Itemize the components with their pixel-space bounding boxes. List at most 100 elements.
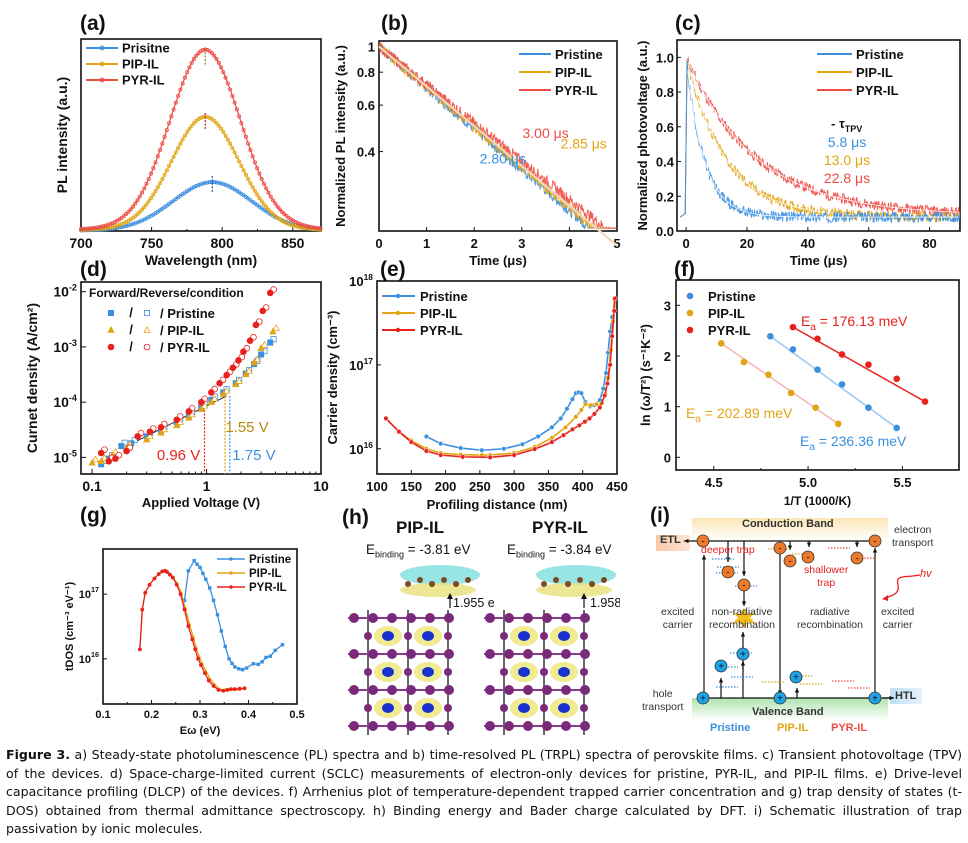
fit-line	[687, 70, 959, 218]
data-point	[558, 415, 564, 421]
data-point	[108, 222, 113, 227]
tick-label: 1	[423, 236, 430, 251]
shallower-trap-label: shallower trap	[804, 564, 848, 590]
data-point	[248, 147, 253, 152]
data-point	[222, 386, 231, 394]
iodine-atom	[404, 632, 412, 640]
data-point	[259, 307, 267, 315]
etl-layer	[656, 535, 690, 551]
data-point	[146, 199, 151, 204]
data-point	[255, 192, 260, 197]
x-axis-label: Wavelength (nm)	[145, 252, 257, 268]
iodine-atom	[444, 685, 454, 695]
data-point	[216, 180, 221, 185]
data-point	[302, 223, 307, 228]
tick-label: 5	[613, 236, 620, 251]
caption-label: Figure 3.	[6, 747, 71, 762]
data-point	[205, 114, 210, 119]
hv-label: hv	[920, 568, 932, 580]
data-point	[144, 181, 149, 186]
data-point	[155, 154, 160, 159]
data-point	[107, 325, 115, 333]
iodine-atom	[504, 613, 514, 623]
data-point	[219, 181, 224, 186]
data-point	[501, 446, 507, 452]
data-point	[252, 160, 257, 165]
electron-sign: -	[873, 537, 876, 548]
legend-label: Pristine	[856, 47, 904, 62]
data-point	[549, 435, 555, 441]
data-point	[182, 75, 187, 80]
x-axis-label: 1/T (1000/K)	[784, 494, 851, 508]
data-point	[237, 159, 242, 164]
iodine-atom	[349, 685, 359, 695]
radiative-label: radiative recombination	[797, 606, 863, 632]
iodine-atom	[485, 685, 495, 695]
data-point	[97, 449, 105, 457]
data-point	[190, 637, 195, 642]
radiative-line1: radiative	[810, 606, 850, 618]
iodine-atom	[444, 649, 454, 659]
data-point	[167, 163, 172, 168]
data-point	[221, 182, 226, 187]
tick-label: 1	[664, 400, 671, 415]
data-point	[180, 137, 185, 142]
data-point	[110, 221, 115, 226]
data-point	[258, 351, 265, 358]
data-point	[313, 225, 318, 230]
y-axis-label: Carrier density (cm⁻³)	[325, 310, 340, 444]
data-point	[203, 180, 208, 185]
tick-label: 1017	[79, 586, 99, 601]
data-point	[269, 327, 277, 335]
data-point	[812, 404, 819, 411]
legend-pristine: Pristine	[710, 722, 751, 734]
threshold-annotation: 1.75 V	[232, 447, 275, 464]
hole-sign: +	[793, 673, 799, 684]
hole-icon	[714, 659, 728, 673]
carbon-atom	[465, 577, 471, 583]
tick-label: 350	[538, 479, 560, 494]
data-point	[318, 226, 323, 231]
tick-label: 0.1	[82, 478, 102, 494]
arrow-head	[684, 538, 689, 544]
plot-frame-b	[378, 40, 618, 232]
cation-density	[558, 667, 570, 677]
data-point	[207, 49, 212, 54]
lifetime-annotation: 3.00 μs	[522, 125, 568, 141]
electron-sign: -	[742, 581, 745, 592]
legend-label: PIP-IL	[555, 65, 592, 80]
arrow-head	[806, 542, 812, 547]
iodine-atom	[561, 613, 571, 623]
series-markers-PIP-IL	[383, 297, 617, 458]
data-point	[260, 660, 264, 664]
electron-icon	[737, 578, 751, 592]
data-point	[219, 126, 224, 131]
legend-marker	[229, 571, 233, 575]
data-point	[244, 666, 249, 670]
tick-label: 10-4	[53, 393, 78, 410]
tick-label: 800	[210, 235, 234, 251]
iodine-atom	[368, 685, 378, 695]
data-point	[233, 687, 237, 692]
tick-label: 80	[922, 236, 936, 251]
data-point	[396, 429, 402, 435]
data-point	[162, 134, 167, 139]
series-line-PIP-IL	[139, 570, 245, 691]
data-point	[260, 340, 269, 348]
tick-label: 0.2	[144, 709, 159, 721]
valence-band-label: Valence Band	[752, 706, 824, 718]
y-axis-label: Normalized photovoltage (a.u.)	[635, 41, 650, 231]
data-point	[293, 224, 298, 229]
data-point	[112, 455, 119, 462]
arrow-head	[701, 555, 707, 560]
legend-label: PYR-IL	[249, 582, 287, 594]
activation-energy-label: Ea = 236.36 meV	[800, 433, 907, 453]
data-point	[185, 70, 190, 75]
data-point	[578, 407, 584, 413]
iodine-atom	[387, 685, 397, 695]
cation-density	[422, 631, 434, 641]
conduction-band-label: Conduction Band	[742, 518, 834, 530]
electron-icon	[721, 565, 735, 579]
arrow-head	[872, 548, 878, 553]
data-point	[787, 389, 795, 397]
